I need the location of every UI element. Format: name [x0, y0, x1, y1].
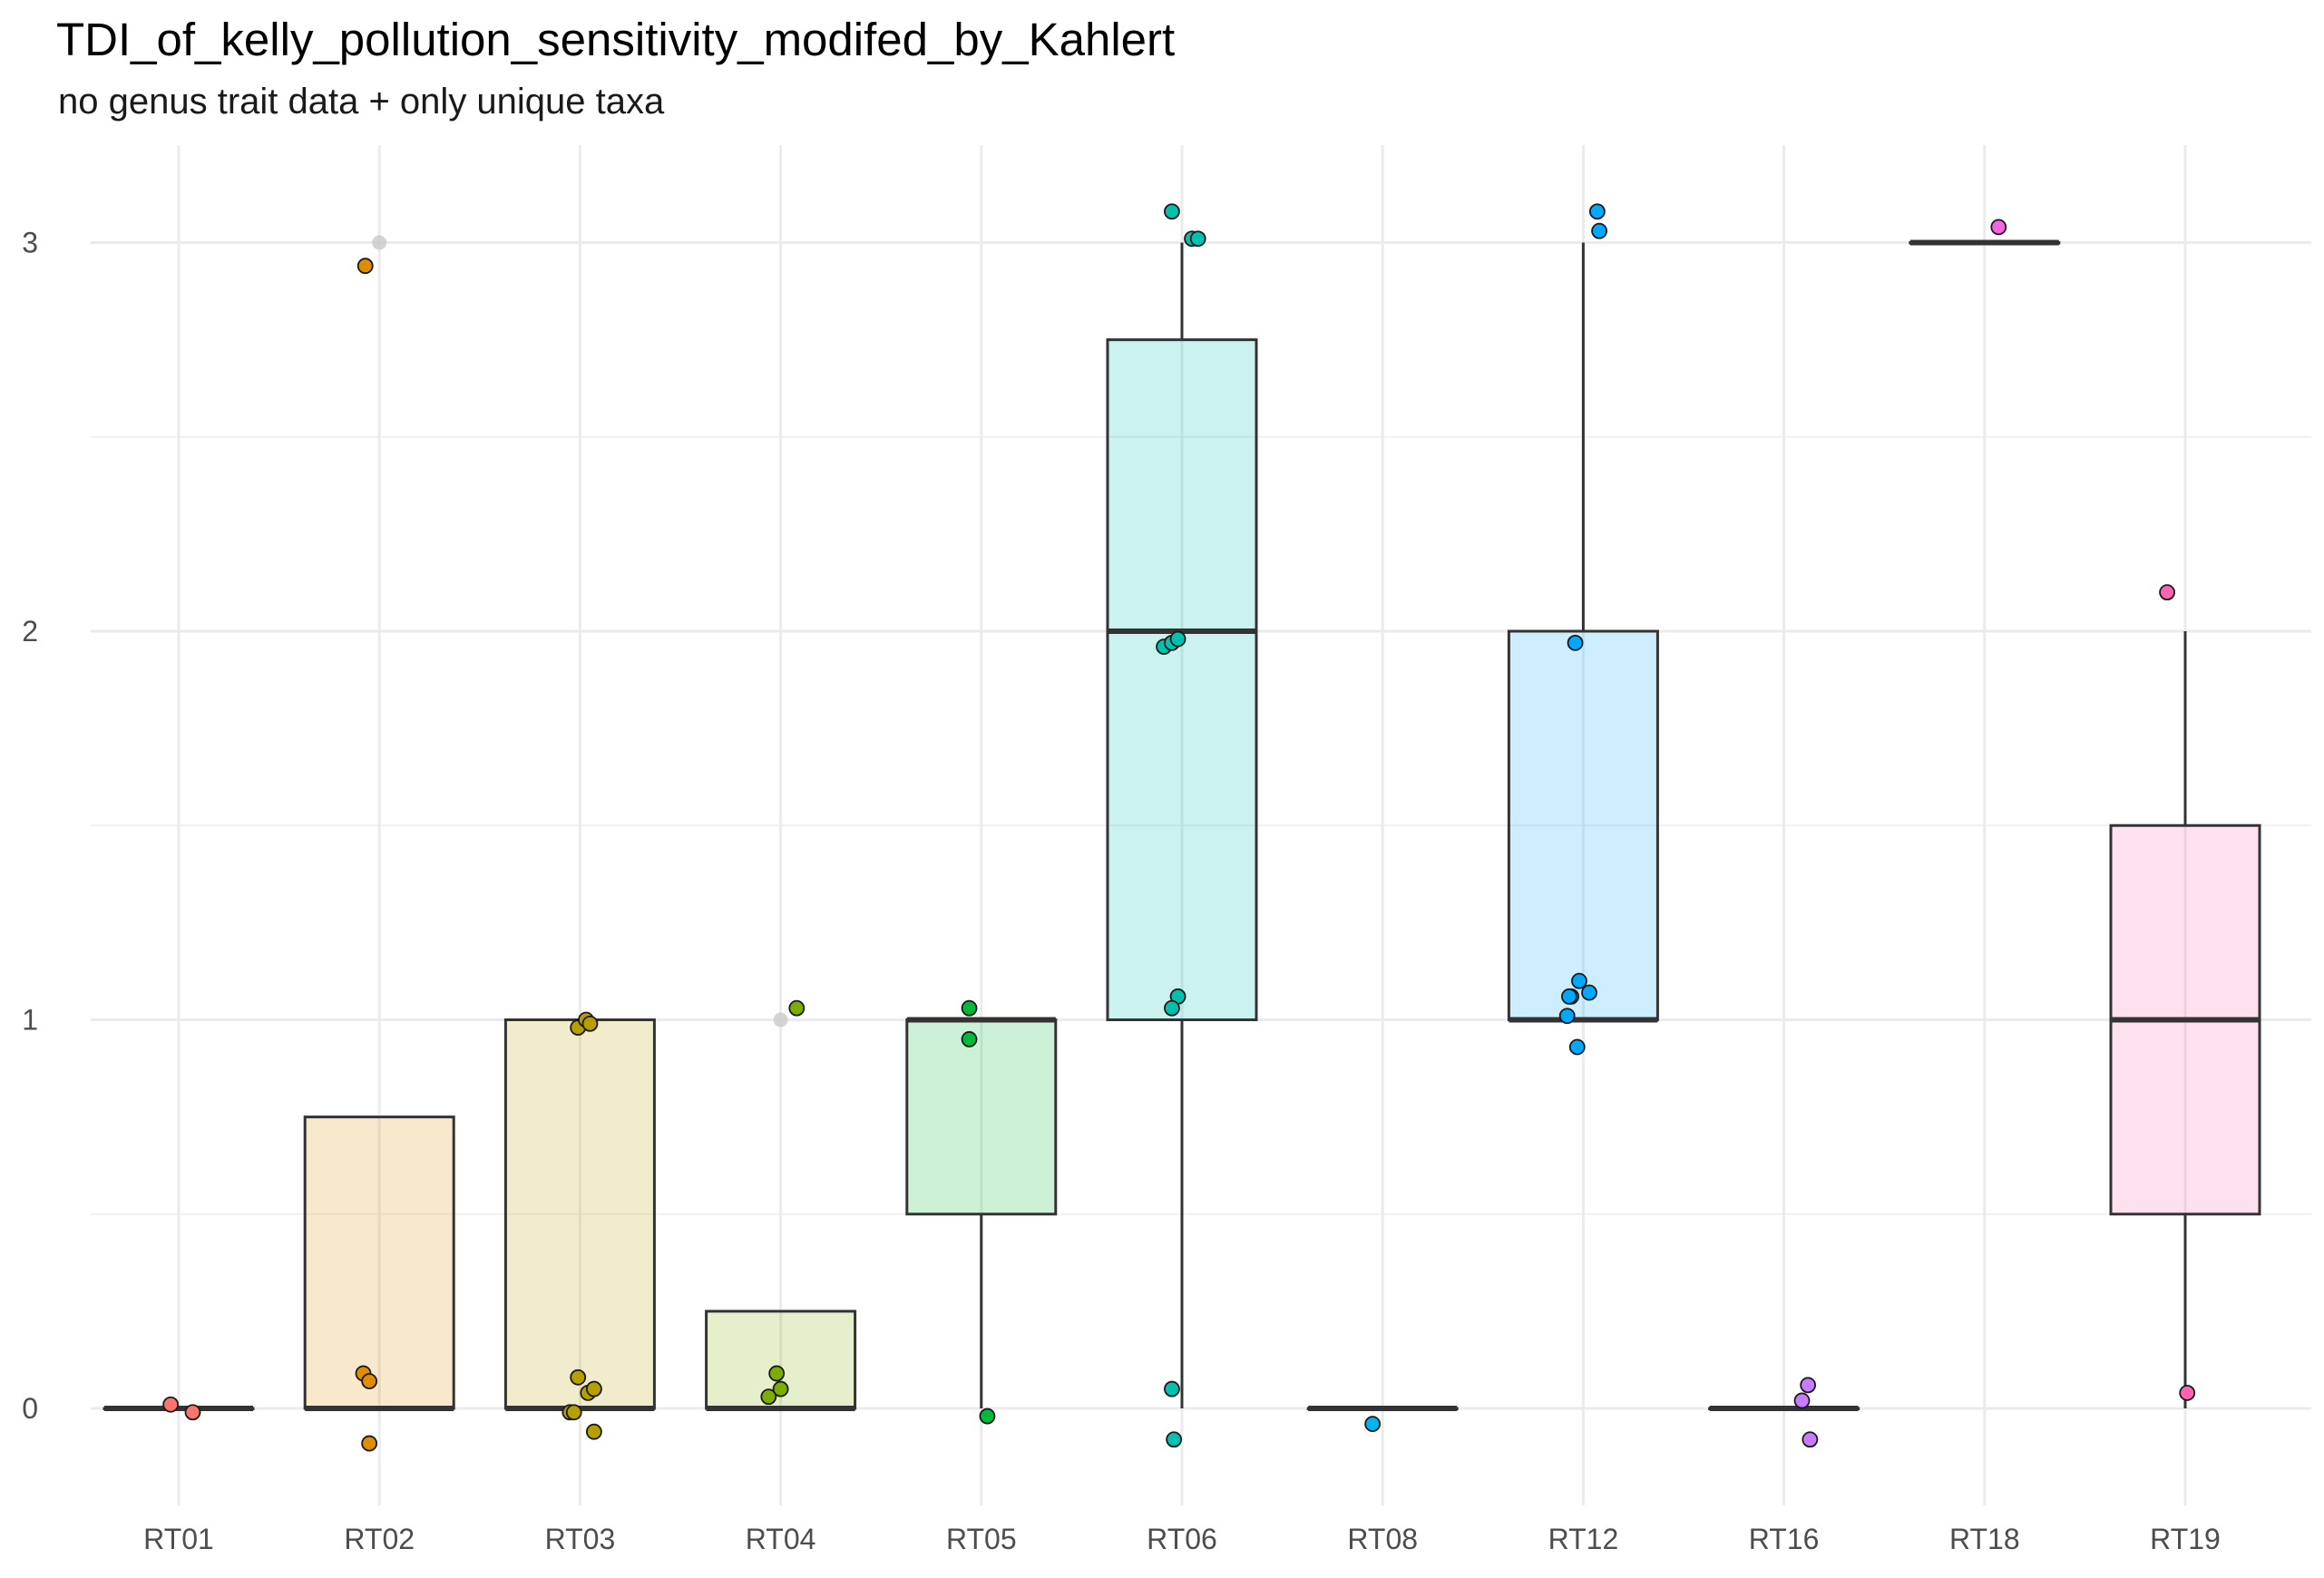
y-tick-label: 3	[22, 227, 38, 259]
box-layer	[103, 235, 2261, 1411]
box-rt06	[1106, 242, 1258, 1408]
chart-title: TDI_of_kelly_pollution_sensitivity_modif…	[56, 14, 1176, 65]
data-point-rt16	[1800, 1377, 1817, 1394]
data-point-rt03	[585, 1380, 602, 1398]
data-point-rt06	[1164, 999, 1180, 1017]
box-rt03	[503, 1018, 656, 1411]
x-tick-label-rt04: RT04	[746, 1523, 816, 1555]
x-tick-label-rt03: RT03	[545, 1523, 616, 1555]
data-point-rt12	[1561, 988, 1577, 1005]
y-tick-label: 2	[22, 615, 38, 648]
box-rt12	[1507, 242, 1659, 1023]
data-point-rt06	[1189, 230, 1206, 248]
data-point-rt03	[581, 1015, 599, 1032]
data-point-rt19	[2159, 584, 2175, 601]
data-point-rt04	[760, 1388, 777, 1406]
data-point-rt18	[1990, 219, 2007, 236]
data-point-rt12	[1568, 1038, 1586, 1056]
box-rt05	[905, 1017, 1058, 1408]
data-point-rt12	[1571, 972, 1587, 989]
x-tick-label-rt12: RT12	[1548, 1523, 1619, 1555]
x-tick-label-rt05: RT05	[946, 1523, 1017, 1555]
data-point-rt02	[361, 1373, 378, 1389]
x-tick-label-rt08: RT08	[1347, 1523, 1418, 1555]
data-point-rt12	[1588, 203, 1606, 220]
data-point-rt06	[1166, 1431, 1183, 1448]
data-point-rt03	[565, 1404, 582, 1421]
box-rect	[905, 1018, 1058, 1216]
data-point-rt04	[772, 1380, 789, 1398]
x-tick-label-rt19: RT19	[2150, 1523, 2221, 1555]
data-point-rt16	[1802, 1431, 1819, 1448]
data-point-rt19	[2179, 1384, 2196, 1401]
box-rt02	[303, 235, 455, 1411]
point-layer	[162, 203, 2196, 1452]
box-rect	[503, 1018, 656, 1410]
chart-subtitle: no genus trait data + only unique taxa	[58, 82, 665, 122]
box-rect	[1507, 629, 1659, 1021]
data-point-rt04	[768, 1365, 786, 1382]
box-rect	[303, 1115, 455, 1410]
data-point-rt01	[184, 1404, 201, 1421]
data-point-rt01	[162, 1396, 180, 1413]
data-point-rt04	[788, 999, 806, 1017]
outlier-point	[773, 1012, 788, 1028]
data-point-rt05	[961, 1031, 978, 1047]
axis-layer: 0 1 2 3 RT01 RT02 RT03 RT04 RT05 RT06 RT08 RT12 RT16…	[22, 227, 2221, 1556]
data-point-rt02	[356, 258, 374, 275]
y-tick-label: 0	[22, 1392, 38, 1425]
data-point-rt08	[1364, 1416, 1382, 1433]
y-tick-label: 1	[22, 1004, 38, 1037]
data-point-rt06	[1169, 630, 1186, 648]
box-rt01	[103, 1406, 255, 1411]
data-point-rt12	[1581, 984, 1597, 1001]
data-point-rt03	[585, 1423, 602, 1440]
box-rect	[1106, 338, 1258, 1021]
data-point-rt05	[979, 1408, 996, 1425]
x-tick-label-rt06: RT06	[1147, 1523, 1217, 1555]
data-point-rt16	[1793, 1392, 1811, 1409]
data-point-rt02	[361, 1435, 378, 1452]
x-tick-label-rt01: RT01	[143, 1523, 214, 1555]
data-point-rt06	[1164, 1380, 1180, 1398]
data-point-rt12	[1591, 222, 1607, 239]
x-tick-label-rt02: RT02	[344, 1523, 415, 1555]
x-tick-label-rt18: RT18	[1949, 1523, 2020, 1555]
data-point-rt03	[570, 1369, 587, 1386]
data-point-rt12	[1558, 1008, 1576, 1025]
data-point-rt12	[1567, 634, 1584, 651]
box-rt19	[2109, 631, 2261, 1408]
box-rt08	[1306, 1406, 1459, 1411]
box-rt18	[1909, 239, 2061, 246]
x-tick-label-rt16: RT16	[1749, 1523, 1820, 1555]
outlier-point	[372, 235, 387, 250]
data-point-rt05	[961, 999, 978, 1017]
box-rt16	[1708, 1406, 1860, 1411]
data-point-rt06	[1164, 203, 1180, 220]
